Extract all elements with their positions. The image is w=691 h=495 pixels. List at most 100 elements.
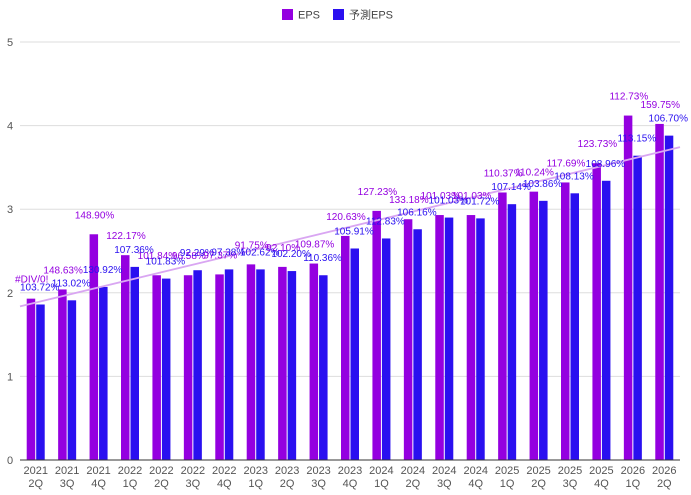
forecast-data-label: 107.36% <box>114 245 154 256</box>
forecast-eps-bar <box>507 204 517 460</box>
eps-bar <box>592 163 601 460</box>
eps-bar <box>215 274 224 460</box>
eps-bar <box>466 215 476 460</box>
y-tick-label: 0 <box>7 455 13 467</box>
x-tick-quarter: 3Q <box>311 478 326 490</box>
forecast-data-label: 110.36% <box>303 253 342 264</box>
forecast-eps-bar <box>319 275 328 460</box>
forecast-eps-bar <box>350 248 359 460</box>
eps-bar <box>372 210 381 460</box>
x-tick-quarter: 2Q <box>657 478 672 490</box>
forecast-eps-bar <box>193 270 202 460</box>
x-tick-year: 2023 <box>275 465 299 477</box>
x-tick-quarter: 2Q <box>406 478 421 490</box>
eps-bar <box>183 275 193 460</box>
forecast-eps-bar <box>224 269 234 460</box>
eps-bar <box>26 298 36 460</box>
forecast-data-label: 92.29% <box>180 248 214 259</box>
forecast-data-label: 105.91% <box>334 226 374 237</box>
forecast-eps-bar <box>413 229 422 460</box>
legend-eps-swatch <box>282 9 293 20</box>
x-tick-quarter: 4Q <box>343 478 358 490</box>
eps-data-label: 123.73% <box>578 139 618 150</box>
x-tick-year: 2023 <box>306 465 330 477</box>
y-tick-label: 1 <box>7 371 13 383</box>
eps-data-label: 127.23% <box>358 187 398 198</box>
legend-forecast-label: 予測EPS <box>349 8 393 22</box>
x-tick-quarter: 3Q <box>60 478 75 490</box>
eps-data-label: 101.03% <box>452 191 492 202</box>
forecast-eps-bar <box>539 200 548 460</box>
eps-bar <box>246 264 256 460</box>
forecast-data-label: 102.20% <box>271 249 311 260</box>
eps-bar <box>498 192 507 461</box>
eps-bar <box>655 123 664 460</box>
eps-data-label: 117.69% <box>547 158 586 169</box>
y-axis: 0 1 2 3 4 5 <box>7 37 13 467</box>
eps-data-label: 148.63% <box>43 265 83 276</box>
gridlines <box>20 41 680 377</box>
forecast-eps-bar <box>601 180 611 460</box>
y-tick-label: 2 <box>7 288 13 300</box>
forecast-data-label: 97.38% <box>211 247 245 258</box>
x-tick-year: 2025 <box>495 465 519 477</box>
legend: EPS 予測EPS <box>282 8 393 22</box>
eps-data-label: 109.87% <box>295 240 335 251</box>
eps-data-label: 120.63% <box>326 212 366 223</box>
eps-bar <box>58 289 67 460</box>
x-tick-quarter: 1Q <box>374 478 389 490</box>
eps-bar <box>278 266 287 460</box>
x-tick-quarter: 4Q <box>468 478 483 490</box>
forecast-eps-bar <box>36 304 45 460</box>
x-tick-year: 2024 <box>401 465 425 477</box>
forecast-eps-bar <box>476 218 485 460</box>
forecast-data-label: 112.83% <box>366 216 405 227</box>
x-axis: 20212Q20213Q20214Q20221Q20222Q20223Q2022… <box>20 459 680 490</box>
eps-data-label: 96.58% <box>172 251 206 262</box>
eps-bar <box>435 215 444 460</box>
x-tick-quarter: 1Q <box>626 478 641 490</box>
legend-eps-label: EPS <box>298 10 320 22</box>
forecast-data-label: 113.15% <box>617 134 656 145</box>
forecast-data-label: 106.16% <box>397 207 437 218</box>
eps-bar <box>561 182 570 460</box>
forecast-data-label: 113.02% <box>52 278 91 289</box>
y-tick-label: 3 <box>7 204 13 216</box>
x-tick-year: 2022 <box>118 465 142 477</box>
x-tick-year: 2025 <box>558 465 582 477</box>
x-tick-year: 2022 <box>149 465 173 477</box>
forecast-data-label: 108.96% <box>586 159 626 170</box>
eps-bar <box>529 191 539 461</box>
eps-data-label: 101.03% <box>421 191 461 202</box>
forecast-data-label: 103.72% <box>20 283 60 294</box>
eps-data-label: 148.90% <box>75 210 115 221</box>
eps-data-label: 97.37% <box>203 250 237 261</box>
eps-data-label: 122.17% <box>106 231 146 242</box>
x-tick-year: 2023 <box>338 465 362 477</box>
x-tick-year: 2022 <box>212 465 236 477</box>
forecast-data-label: 101.03% <box>429 196 469 207</box>
forecast-eps-bar <box>633 155 642 461</box>
forecast-data-label: 101.83% <box>146 257 186 268</box>
x-tick-year: 2022 <box>181 465 205 477</box>
forecast-eps-bar <box>381 238 391 460</box>
legend-forecast-swatch <box>333 9 344 20</box>
x-tick-quarter: 4Q <box>594 478 609 490</box>
x-tick-year: 2025 <box>526 465 550 477</box>
y-tick-label: 4 <box>7 121 13 133</box>
eps-data-label: 159.75% <box>641 100 681 111</box>
eps-data-label: 110.24% <box>515 168 554 179</box>
x-tick-quarter: 3Q <box>437 478 452 490</box>
data-labels: #DIV/0!103.72% 148.63% 113.02% 148.90% 130.9… <box>15 92 688 294</box>
eps-bar <box>152 275 161 460</box>
forecast-eps-bar <box>444 217 454 460</box>
eps-data-label: 133.18% <box>389 195 429 206</box>
x-tick-quarter: 3Q <box>186 478 201 490</box>
forecast-data-label: 101.72% <box>460 196 500 207</box>
eps-data-label: 92.10% <box>266 243 300 254</box>
eps-bar <box>309 263 319 460</box>
forecast-eps-bar <box>664 135 674 460</box>
forecast-eps-bar <box>130 266 139 460</box>
x-tick-year: 2024 <box>369 465 393 477</box>
